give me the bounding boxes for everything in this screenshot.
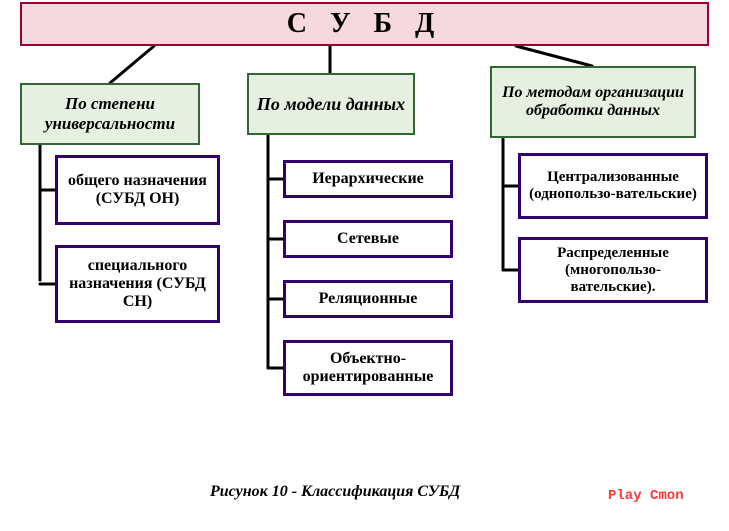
category-node: По методам организации обработки данных bbox=[490, 66, 696, 138]
category-node-label: По степени универсальности bbox=[28, 94, 192, 134]
leaf-node: общего назначения (СУБД ОН) bbox=[55, 155, 220, 225]
category-node-label: По модели данных bbox=[257, 94, 405, 115]
root-node-label: С У Б Д bbox=[287, 8, 443, 40]
watermark-text: Play Cmon bbox=[608, 488, 684, 504]
leaf-node-label: Централизованные (однопользо-вательские) bbox=[527, 169, 699, 203]
figure-caption: Рисунок 10 - Классификация СУБД bbox=[210, 483, 460, 501]
root-node: С У Б Д bbox=[20, 2, 709, 46]
leaf-node-label: специального назначения (СУБД СН) bbox=[64, 257, 211, 311]
leaf-node: Централизованные (однопользо-вательские) bbox=[518, 153, 708, 219]
figure-caption-text: Рисунок 10 - Классификация СУБД bbox=[210, 483, 460, 500]
leaf-node-label: Объектно-ориентированные bbox=[292, 350, 444, 386]
leaf-node: Иерархические bbox=[283, 160, 453, 198]
leaf-node: Сетевые bbox=[283, 220, 453, 258]
leaf-node-label: Реляционные bbox=[319, 290, 418, 308]
leaf-node: Объектно-ориентированные bbox=[283, 340, 453, 396]
leaf-node-label: Сетевые bbox=[337, 230, 399, 248]
category-node: По модели данных bbox=[247, 73, 415, 135]
leaf-node: Реляционные bbox=[283, 280, 453, 318]
leaf-node-label: общего назначения (СУБД ОН) bbox=[64, 172, 211, 208]
category-node: По степени универсальности bbox=[20, 83, 200, 145]
leaf-node: Распределенные (многопользо-вательские). bbox=[518, 237, 708, 303]
category-node-label: По методам организации обработки данных bbox=[498, 84, 688, 120]
leaf-node-label: Распределенные (многопользо-вательские). bbox=[527, 245, 699, 296]
leaf-node: специального назначения (СУБД СН) bbox=[55, 245, 220, 323]
leaf-node-label: Иерархические bbox=[312, 170, 424, 188]
watermark: Play Cmon bbox=[608, 488, 684, 504]
